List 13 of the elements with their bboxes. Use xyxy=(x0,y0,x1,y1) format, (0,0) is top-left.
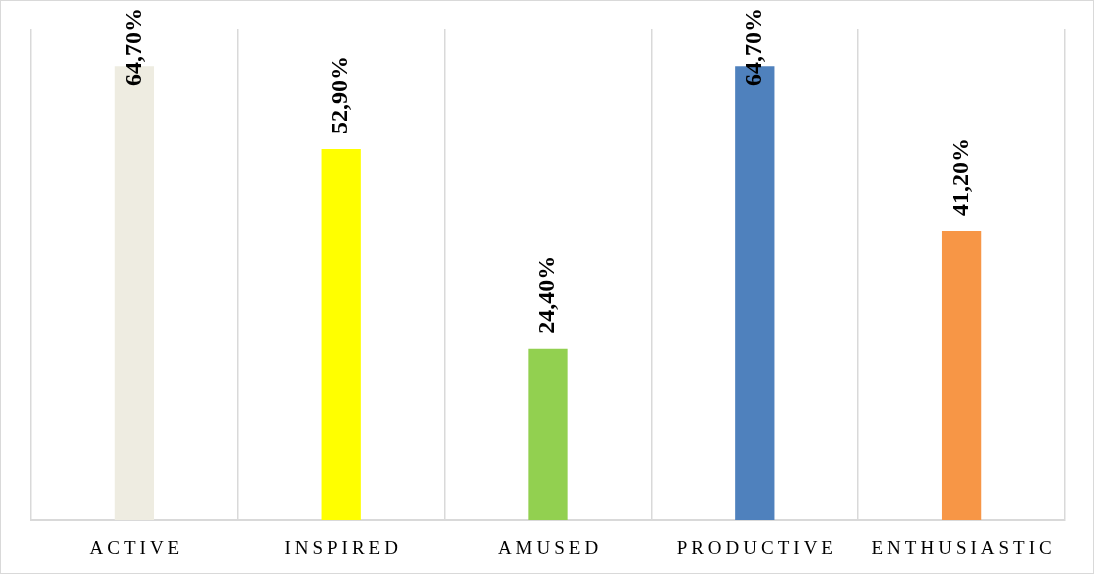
x-tick-label: INSPIRED xyxy=(284,537,402,558)
x-tick-label: PRODUCTIVE xyxy=(676,537,837,558)
data-label: 41,20% xyxy=(946,138,973,217)
x-tick-label: ENTHUSIASTIC xyxy=(871,537,1056,558)
data-label: 24,40% xyxy=(533,255,560,334)
data-label: 64,70% xyxy=(119,8,146,86)
bar xyxy=(941,231,982,520)
bar xyxy=(321,148,361,520)
data-label: 52,90% xyxy=(326,55,353,134)
x-tick-label: AMUSED xyxy=(497,537,603,558)
data-label: 64,70% xyxy=(740,8,766,86)
x-tick-label: ACTIVE xyxy=(89,537,184,558)
bar xyxy=(528,348,568,520)
